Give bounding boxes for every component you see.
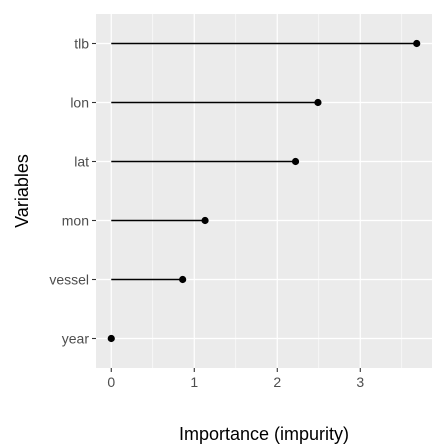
lollipop-point-lat <box>291 157 300 166</box>
y-tick-label-tlb: tlb <box>74 36 89 52</box>
y-axis-title: Variables <box>12 154 32 228</box>
axes: tlb lon lat mon vessel year 0 1 2 3 <box>49 36 364 391</box>
lollipop-marks <box>107 39 421 343</box>
y-tick-label-mon: mon <box>62 213 89 229</box>
y-tick-label-lat: lat <box>74 154 89 170</box>
x-axis-title: Importance (impurity) <box>179 424 349 444</box>
x-tick-label: 0 <box>107 374 115 390</box>
x-tick-label: 2 <box>273 374 281 390</box>
y-tick-label-lon: lon <box>70 95 89 111</box>
lollipop-point-mon <box>201 216 209 225</box>
y-tick-label-year: year <box>62 331 90 347</box>
y-tick-label-vessel: vessel <box>49 272 89 288</box>
plot-panel <box>96 14 432 368</box>
lollipop-point-tlb <box>413 39 421 48</box>
x-tick-label: 1 <box>190 374 198 390</box>
lollipop-point-vessel <box>179 275 187 284</box>
lollipop-point-year <box>107 334 115 343</box>
x-tick-label: 3 <box>356 374 364 390</box>
lollipop-point-lon <box>314 98 322 107</box>
